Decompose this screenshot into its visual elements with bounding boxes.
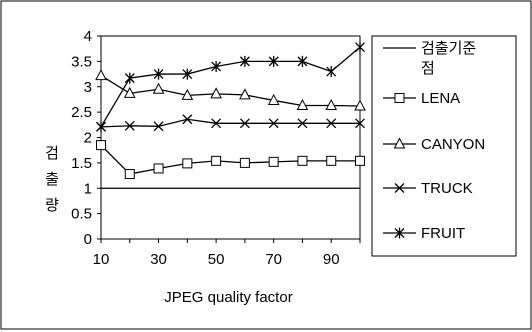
x-tick-label: 50 xyxy=(208,251,225,268)
data-point-star xyxy=(326,66,337,78)
x-tick-label: 90 xyxy=(323,251,340,268)
data-point-x xyxy=(211,118,222,129)
data-point-star xyxy=(153,68,164,80)
data-point-square xyxy=(239,157,250,168)
series-line xyxy=(100,75,361,107)
legend-label: CANYON xyxy=(421,136,485,153)
y-tick-label: 2 xyxy=(84,130,92,147)
data-point-star xyxy=(124,72,135,84)
data-point-square xyxy=(153,163,164,174)
data-point-square xyxy=(124,169,135,180)
y-axis-title-char: 량 xyxy=(45,197,59,214)
legend-label: 검출기준 xyxy=(421,40,476,57)
y-tick-label: 0.5 xyxy=(71,206,92,223)
series-line xyxy=(100,46,361,128)
y-tick-label: 4 xyxy=(84,28,92,45)
x-tick-label: 10 xyxy=(93,251,110,268)
data-point-triangle xyxy=(393,137,406,149)
data-point-square xyxy=(182,158,193,169)
data-point-star xyxy=(394,227,405,239)
data-point-triangle xyxy=(239,88,251,100)
data-point-star xyxy=(355,41,365,53)
y-tick-label: 3 xyxy=(84,79,92,96)
series-line xyxy=(100,118,360,128)
series-truck xyxy=(96,114,365,132)
data-point-star xyxy=(297,55,308,67)
series-lena xyxy=(96,140,365,180)
data-point-triangle xyxy=(95,69,107,81)
data-point-triangle xyxy=(325,98,338,111)
y-tick-label: 2.5 xyxy=(71,104,92,121)
legend-label: TRUCK xyxy=(421,180,473,197)
data-point-square xyxy=(394,93,405,103)
series-line xyxy=(100,144,360,175)
data-point-triangle xyxy=(152,82,165,94)
axes: 0 0.5 1 1.5 2 2.5 3 3.5 4 10 30 50 70 90 JPEG quality … xyxy=(45,28,361,306)
data-point-square xyxy=(297,155,308,166)
data-point-star xyxy=(239,55,250,67)
data-point-star xyxy=(268,55,279,67)
x-tick-label: 30 xyxy=(150,251,167,268)
legend-label: FRUIT xyxy=(421,225,465,242)
y-tick-label: 1 xyxy=(84,180,92,197)
y-axis-title-char: 검 xyxy=(45,145,59,162)
data-point-square xyxy=(326,155,337,166)
data-point-x xyxy=(124,120,135,131)
data-point-star xyxy=(96,121,106,133)
data-point-triangle xyxy=(181,88,194,100)
data-point-triangle xyxy=(267,93,280,105)
data-point-square xyxy=(355,155,365,166)
y-tick-label: 1.5 xyxy=(71,155,92,172)
x-tick-label: 70 xyxy=(265,251,282,268)
data-point-triangle xyxy=(296,98,309,111)
data-point-triangle xyxy=(210,87,222,99)
data-point-x xyxy=(268,118,279,129)
legend-label: LENA xyxy=(421,90,460,107)
legend-label: 점 xyxy=(421,60,435,77)
y-tick-label: 0 xyxy=(84,231,92,248)
data-point-x xyxy=(297,118,308,129)
series-fruit xyxy=(96,41,365,133)
y-axis-title-char: 출 xyxy=(45,171,59,188)
data-point-x xyxy=(394,183,405,193)
x-axis-title: JPEG quality factor xyxy=(164,289,292,306)
y-tick-label: 3.5 xyxy=(71,53,92,70)
series-group xyxy=(95,41,366,189)
data-point-x xyxy=(182,114,193,125)
data-point-x xyxy=(355,118,365,129)
data-point-x xyxy=(153,121,164,132)
data-point-square xyxy=(96,140,106,151)
data-point-star xyxy=(182,68,193,80)
data-point-triangle xyxy=(354,99,366,111)
data-point-star xyxy=(211,60,222,72)
data-point-triangle xyxy=(123,86,136,98)
data-point-x xyxy=(326,118,337,129)
data-point-x xyxy=(239,118,250,129)
data-point-square xyxy=(211,155,222,166)
series-canyon xyxy=(95,69,366,111)
data-point-square xyxy=(268,156,279,167)
